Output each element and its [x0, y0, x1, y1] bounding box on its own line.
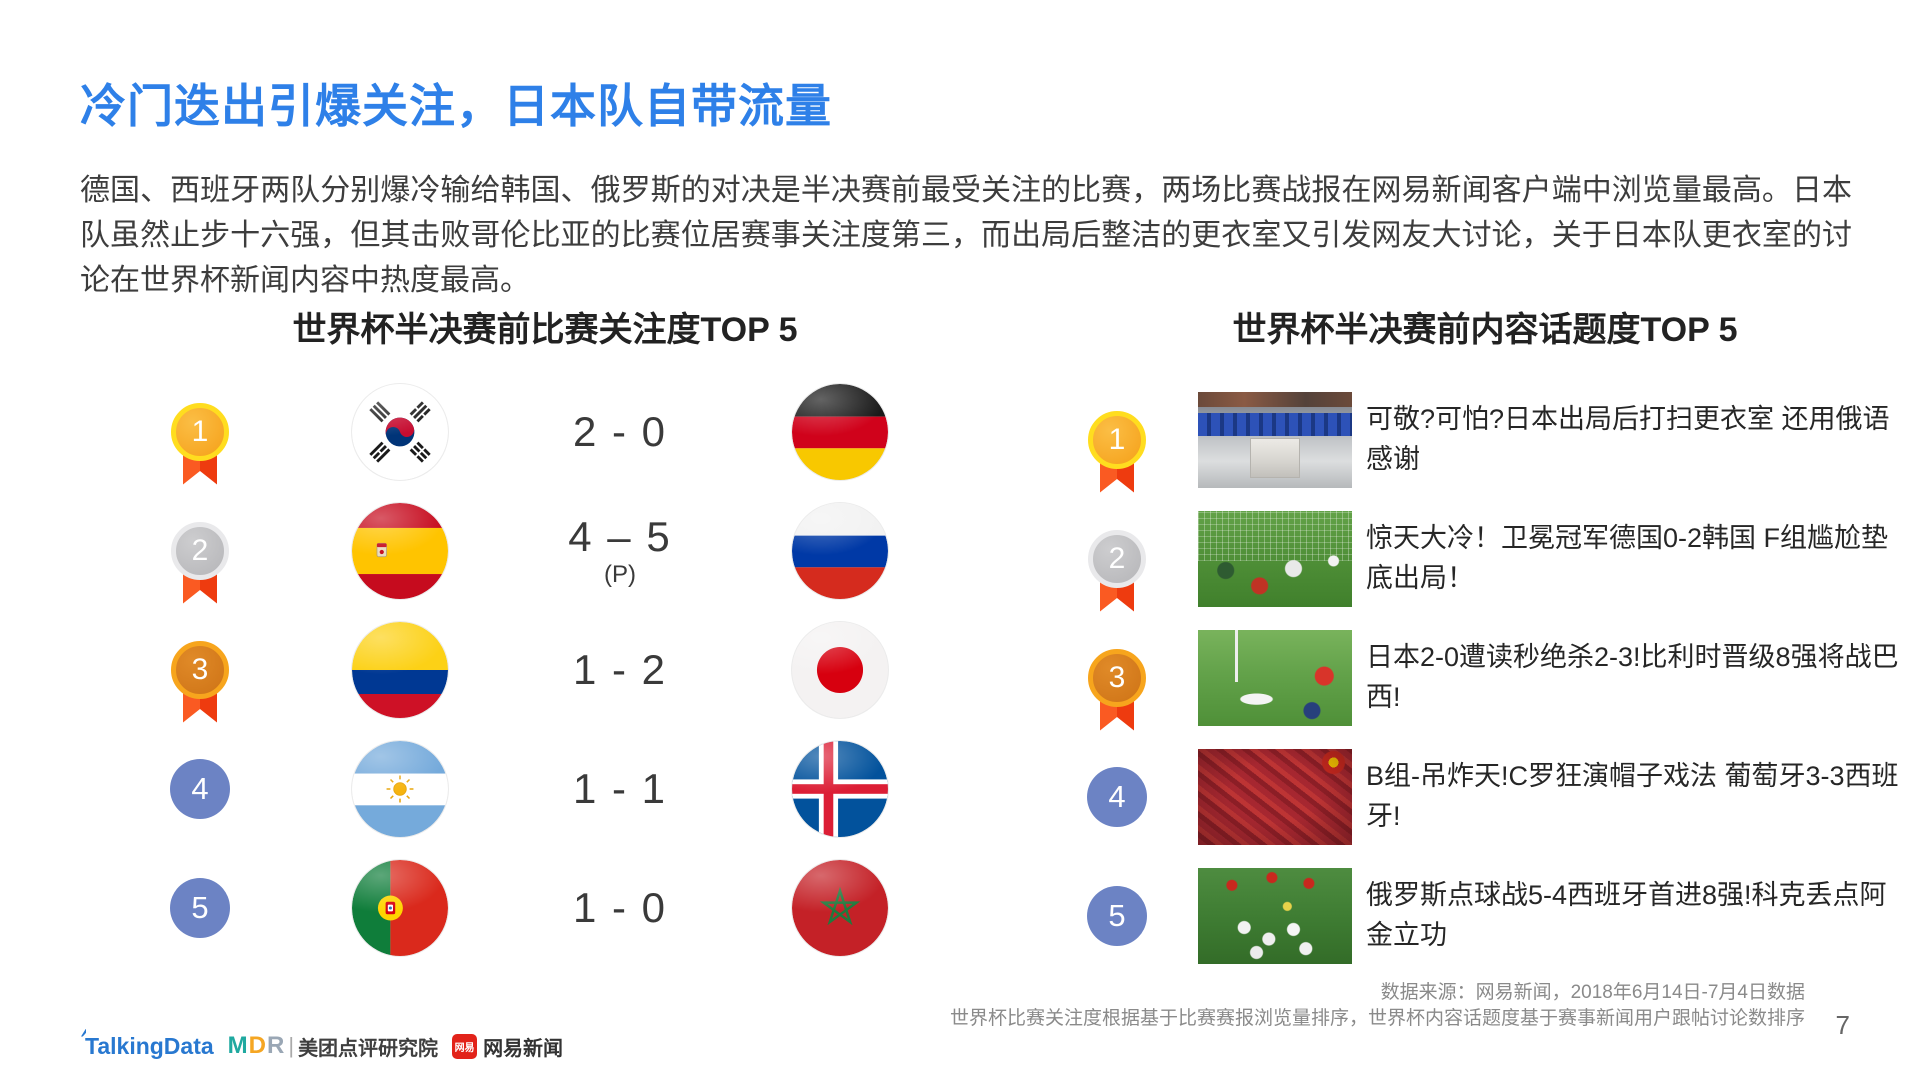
- flag-argentina-icon: [352, 740, 448, 837]
- rank-number: 1: [1088, 410, 1146, 469]
- netease-label: 网易新闻: [483, 1037, 564, 1060]
- match-attention-list: 1: [100, 372, 980, 967]
- match-score: 1 - 1: [572, 764, 668, 812]
- silver-medal-icon: 2: [1088, 529, 1146, 612]
- flag-iceland-icon: [792, 740, 888, 837]
- news-row-1: 1 可敬?可怕?日本出局后打扫更衣室 还用俄语感谢: [1050, 380, 1914, 499]
- flag-spain-icon: [352, 502, 448, 599]
- news-headline: 可敬?可怕?日本出局后打扫更衣室 还用俄语感谢: [1366, 404, 1890, 474]
- gold-medal-icon: 1: [171, 402, 229, 485]
- news-headline: 日本2-0遭读秒绝杀2-3!比利时晋级8强将战巴西!: [1366, 642, 1899, 712]
- rank-number: 3: [171, 640, 229, 699]
- flag-morocco-icon: [792, 859, 888, 956]
- news-headline: B组-吊炸天!C罗狂演帽子戏法 葡萄牙3-3西班牙!: [1366, 761, 1899, 831]
- flag-portugal-icon: [352, 859, 448, 956]
- news-photo-japan-locker-room: [1198, 391, 1352, 488]
- match-score: 2 - 0: [572, 407, 668, 455]
- source-line-1: 数据来源：网易新闻，2018年6月14日-7月4日数据: [1380, 982, 1805, 1003]
- netease-news-logo: 网易 网易新闻: [452, 1032, 563, 1061]
- mdr-letter-d: D: [248, 1032, 266, 1059]
- flag-colombia-icon: [352, 621, 448, 718]
- news-row-2: 2 惊天大冷！卫冕冠军德国0-2韩国 F组尴尬垫底出局！: [1050, 499, 1914, 618]
- match-row-3: 3 1 - 2: [100, 610, 980, 729]
- mdr-letter-m: M: [227, 1032, 248, 1059]
- logo-divider: |: [288, 1033, 295, 1058]
- footer-logo-bar: TalkingData M D R | 美团点评研究院 网易 网易新闻: [85, 1032, 563, 1060]
- news-row-3: 3 日本2-0遭读秒绝杀2-3!比利时晋级8强将战巴西!: [1050, 618, 1914, 737]
- mdr-label: 美团点评研究院: [298, 1037, 439, 1060]
- rank-4-badge: 4: [1087, 766, 1147, 827]
- rank-number: 2: [1088, 529, 1146, 588]
- news-photo-portugal-spain-fans: [1198, 748, 1352, 845]
- match-row-2: 2 4 – 5 (P): [100, 491, 980, 610]
- page-number: 7: [1835, 1010, 1850, 1040]
- news-photo-germany-vs-korea: [1198, 510, 1352, 607]
- content-topic-list: 1 可敬?可怕?日本出局后打扫更衣室 还用俄语感谢 2 惊天大冷！卫冕冠军德国0…: [1050, 380, 1914, 975]
- news-headline: 惊天大冷！卫冕冠军德国0-2韩国 F组尴尬垫底出局！: [1366, 523, 1889, 593]
- penalty-note: (P): [603, 560, 636, 588]
- match-score: 1 - 0: [572, 883, 668, 931]
- flag-russia-icon: [792, 502, 888, 599]
- data-source-note: 数据来源：网易新闻，2018年6月14日-7月4日数据 世界杯比赛关注度根据基于…: [950, 980, 1805, 1031]
- news-photo-japan-vs-belgium: [1198, 629, 1352, 726]
- match-row-5: 5 1 - 0: [100, 848, 980, 967]
- meituan-dianping-research-logo: M D R | 美团点评研究院: [228, 1032, 438, 1061]
- talkingdata-logo: TalkingData: [85, 1032, 214, 1059]
- news-row-5: 5 俄罗斯点球战5-4西班牙首进8强!科克丢点阿金立功: [1050, 856, 1914, 975]
- flag-south-korea-icon: [352, 383, 448, 480]
- rank-4-badge: 4: [170, 758, 230, 819]
- mdr-letter-r: R: [267, 1032, 285, 1059]
- rank-5-badge: 5: [170, 877, 230, 938]
- source-line-2: 世界杯比赛关注度根据基于比赛赛报浏览量排序，世界杯内容话题度基于赛事新闻用户跟帖…: [949, 1007, 1805, 1029]
- left-panel-title: 世界杯半决赛前比赛关注度TOP 5: [292, 311, 798, 349]
- match-score: 4 – 5 (P): [568, 512, 672, 588]
- match-row-4: 4 1 - 1: [100, 729, 980, 848]
- flag-germany-icon: [792, 383, 888, 480]
- intro-paragraph: 德国、西班牙两队分别爆冷输给韩国、俄罗斯的对决是半决赛前最受关注的比赛，两场比赛…: [80, 174, 1852, 297]
- right-panel-title: 世界杯半决赛前内容话题度TOP 5: [1232, 311, 1738, 349]
- silver-medal-icon: 2: [171, 521, 229, 604]
- rank-number: 2: [171, 521, 229, 580]
- rank-number: 1: [171, 402, 229, 461]
- news-headline: 俄罗斯点球战5-4西班牙首进8强!科克丢点阿金立功: [1366, 880, 1887, 950]
- news-photo-russia-celebration: [1198, 867, 1352, 964]
- rank-5-badge: 5: [1087, 885, 1147, 946]
- netease-badge-icon: 网易: [452, 1033, 478, 1059]
- bronze-medal-icon: 3: [1088, 648, 1146, 731]
- flag-japan-icon: [792, 621, 888, 718]
- gold-medal-icon: 1: [1088, 410, 1146, 493]
- page-title: 冷门迭出引爆关注，日本队自带流量: [80, 80, 832, 132]
- rank-number: 3: [1088, 648, 1146, 707]
- match-score: 1 - 2: [572, 645, 668, 693]
- bronze-medal-icon: 3: [171, 640, 229, 723]
- match-row-1: 1: [100, 372, 980, 491]
- news-row-4: 4 B组-吊炸天!C罗狂演帽子戏法 葡萄牙3-3西班牙!: [1050, 737, 1914, 856]
